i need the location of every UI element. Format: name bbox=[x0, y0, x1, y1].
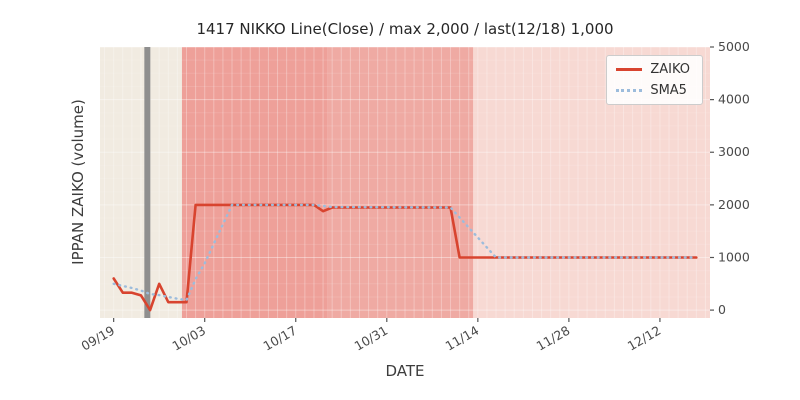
y-tick-label: 0 bbox=[718, 302, 726, 317]
background-band bbox=[327, 47, 474, 318]
y-tick-label: 2000 bbox=[718, 197, 750, 212]
y-tick-label: 3000 bbox=[718, 144, 750, 159]
zaiko-line-sample bbox=[616, 68, 643, 71]
legend-label-sma5: SMA5 bbox=[650, 83, 687, 98]
x-tick-label: 10/17 bbox=[261, 323, 300, 354]
x-tick-label: 09/19 bbox=[78, 323, 117, 354]
x-axis-label: DATE bbox=[385, 362, 425, 380]
chart-title: 1417 NIKKO Line(Close) / max 2,000 / las… bbox=[196, 20, 614, 38]
x-tick-label: 12/12 bbox=[625, 323, 664, 354]
x-tick-label: 10/03 bbox=[169, 323, 208, 354]
x-tick-label: 11/28 bbox=[534, 323, 573, 354]
x-tick-label: 11/14 bbox=[443, 323, 482, 354]
background-band bbox=[181, 47, 328, 318]
background-band bbox=[100, 47, 182, 318]
y-tick-label: 4000 bbox=[718, 92, 750, 107]
y-tick-label: 5000 bbox=[718, 39, 750, 54]
sma5-line-sample bbox=[616, 89, 643, 92]
event-vline bbox=[144, 47, 151, 318]
y-axis-label: IPPAN ZAIKO (volume) bbox=[69, 99, 87, 265]
legend: ZAIKO SMA5 bbox=[606, 55, 703, 105]
legend-item-zaiko: ZAIKO bbox=[616, 63, 690, 76]
legend-label-zaiko: ZAIKO bbox=[650, 62, 690, 77]
x-tick-label: 10/31 bbox=[352, 323, 391, 354]
legend-item-sma5: SMA5 bbox=[616, 84, 690, 97]
series-line-sma5 bbox=[112, 203, 698, 302]
y-tick-label: 1000 bbox=[718, 249, 750, 264]
